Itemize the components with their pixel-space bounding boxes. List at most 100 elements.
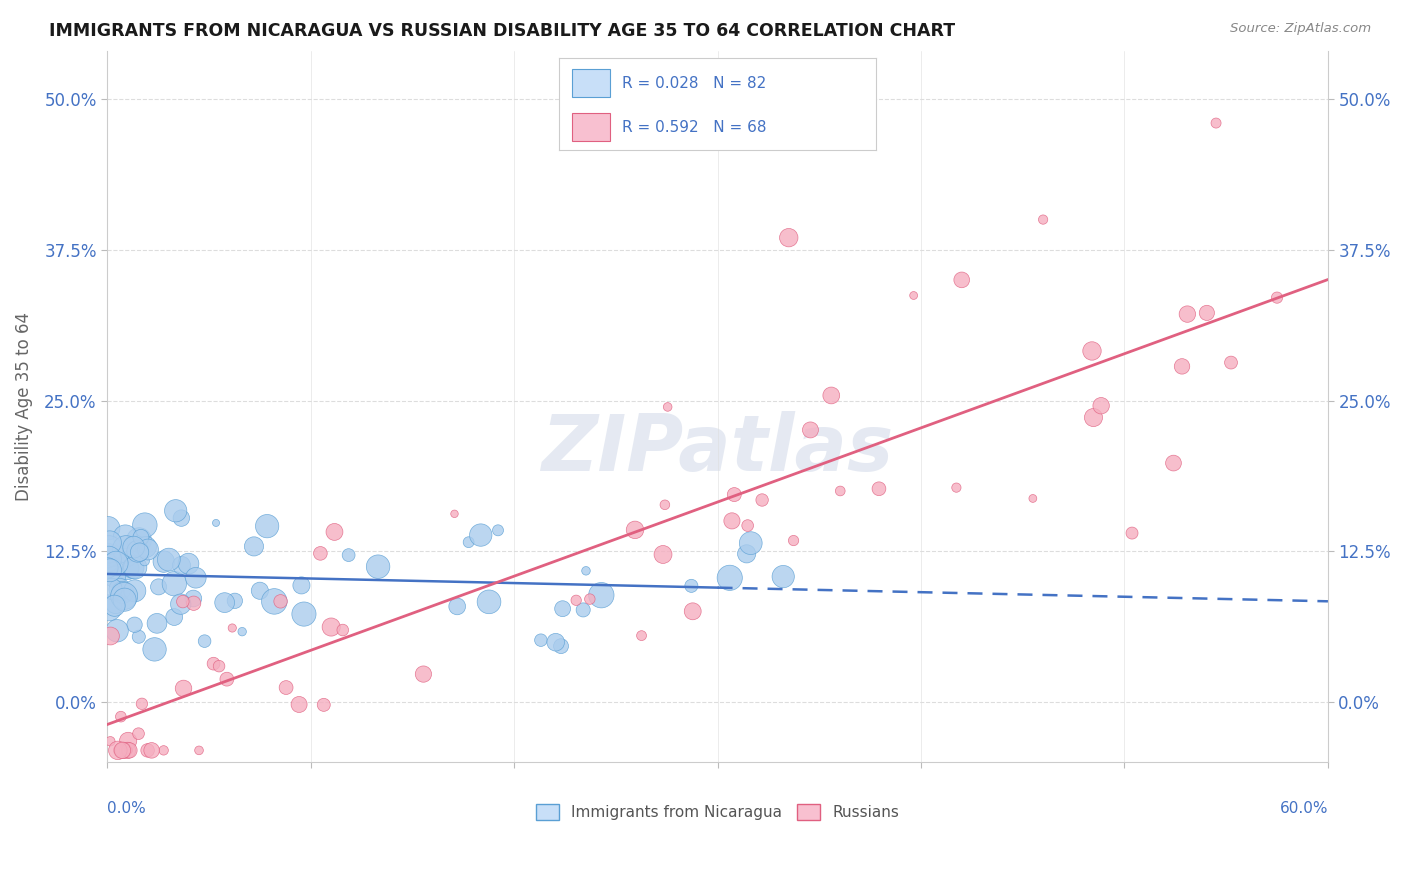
Point: [231, 624, 253, 639]
Point: [117, 734, 139, 748]
Point: [170, 558, 193, 573]
Point: [1032, 212, 1054, 227]
Point: [128, 727, 150, 741]
Point: [820, 388, 842, 402]
Point: [221, 621, 243, 635]
Point: [309, 546, 332, 560]
Point: [134, 518, 156, 533]
Point: [97, 521, 120, 535]
Point: [188, 743, 211, 757]
Point: [332, 623, 354, 637]
Y-axis label: Disability Age 35 to 64: Disability Age 35 to 64: [15, 312, 32, 501]
Point: [112, 743, 135, 757]
Point: [118, 743, 141, 757]
Point: [782, 533, 804, 548]
Point: [486, 524, 509, 538]
Point: [100, 582, 122, 596]
Point: [1177, 307, 1199, 321]
Point: [292, 607, 315, 621]
Point: [98, 535, 121, 549]
Point: [117, 551, 139, 566]
Point: [136, 542, 159, 557]
Point: [868, 482, 890, 496]
Point: [214, 596, 236, 610]
Point: [530, 633, 553, 648]
Point: [136, 743, 159, 757]
Point: [146, 616, 169, 631]
Point: [96, 549, 118, 563]
Point: [1265, 291, 1288, 305]
Point: [657, 400, 679, 414]
Point: [97, 552, 120, 566]
Point: [163, 576, 186, 591]
Point: [120, 561, 142, 575]
Point: [173, 681, 195, 696]
Point: [215, 672, 238, 686]
Point: [152, 555, 174, 569]
Point: [122, 540, 145, 554]
Point: [134, 554, 156, 568]
Point: [652, 548, 675, 562]
Text: IMMIGRANTS FROM NICARAGUA VS RUSSIAN DISABILITY AGE 35 TO 64 CORRELATION CHART: IMMIGRANTS FROM NICARAGUA VS RUSSIAN DIS…: [49, 22, 955, 40]
Point: [1090, 399, 1112, 413]
Point: [737, 518, 759, 533]
Point: [97, 561, 120, 575]
Point: [128, 533, 150, 548]
Point: [654, 498, 676, 512]
Point: [367, 559, 389, 574]
Text: 60.0%: 60.0%: [1279, 801, 1327, 816]
Point: [98, 734, 121, 748]
Point: [243, 540, 266, 554]
Point: [205, 516, 228, 530]
Point: [103, 549, 125, 563]
Point: [740, 536, 762, 550]
Point: [170, 511, 193, 525]
Point: [718, 571, 741, 585]
Point: [194, 634, 217, 648]
Point: [1081, 343, 1104, 358]
Point: [111, 585, 134, 599]
Point: [104, 570, 127, 584]
Point: [118, 743, 141, 757]
Point: [148, 580, 170, 594]
Point: [111, 743, 134, 757]
Point: [751, 493, 773, 508]
Point: [135, 540, 157, 554]
Point: [110, 709, 132, 723]
Point: [575, 564, 598, 578]
Point: [288, 698, 311, 712]
Point: [129, 530, 152, 544]
Point: [290, 578, 312, 592]
Point: [184, 571, 207, 585]
Point: [105, 556, 128, 570]
Point: [544, 635, 567, 649]
Point: [470, 528, 492, 542]
Point: [1205, 116, 1227, 130]
Point: [181, 591, 204, 606]
Point: [124, 583, 146, 598]
Point: [163, 610, 186, 624]
Text: Source: ZipAtlas.com: Source: ZipAtlas.com: [1230, 22, 1371, 36]
Legend: Immigrants from Nicaragua, Russians: Immigrants from Nicaragua, Russians: [530, 797, 905, 826]
Point: [1121, 526, 1143, 541]
Point: [457, 535, 479, 549]
Point: [1022, 491, 1045, 506]
Point: [312, 698, 335, 712]
Point: [224, 594, 246, 608]
Point: [1171, 359, 1194, 374]
Point: [337, 548, 360, 562]
Point: [143, 642, 166, 657]
Point: [256, 519, 278, 533]
Point: [183, 596, 205, 610]
Point: [723, 487, 745, 501]
Point: [1083, 410, 1105, 425]
Point: [114, 592, 136, 607]
Point: [249, 583, 271, 598]
Point: [446, 599, 468, 614]
Point: [104, 597, 127, 611]
Point: [478, 595, 501, 609]
Point: [591, 588, 613, 602]
Point: [141, 743, 163, 757]
Text: 0.0%: 0.0%: [107, 801, 146, 816]
Point: [108, 582, 131, 597]
